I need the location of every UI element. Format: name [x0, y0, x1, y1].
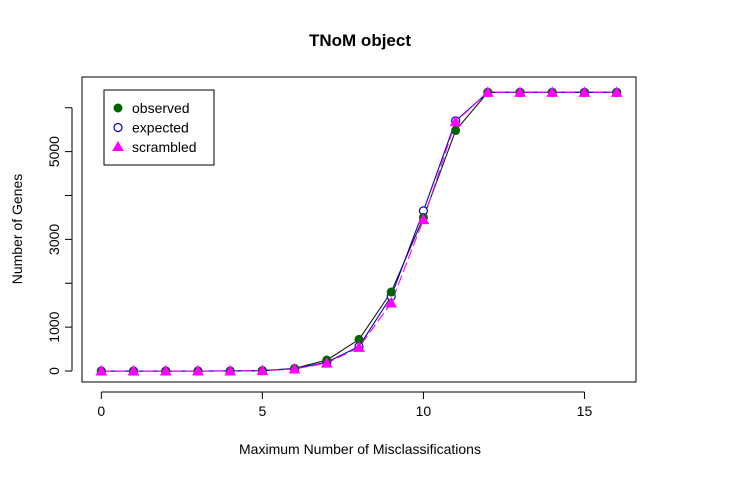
point-scrambled — [288, 363, 301, 374]
point-scrambled — [159, 364, 172, 376]
plot-frame — [81, 76, 637, 383]
point-scrambled — [224, 364, 237, 376]
x-tick-label: 15 — [577, 403, 593, 419]
legend-marker-scrambled — [112, 141, 124, 151]
point-scrambled — [127, 364, 140, 376]
x-tick-label: 5 — [258, 403, 266, 419]
legend: observed expected scrambled — [103, 89, 215, 166]
y-tick-label: 0 — [46, 367, 62, 375]
chart-title: TNoM object — [309, 31, 411, 50]
point-scrambled — [546, 86, 559, 97]
legend-label-expected: expected — [132, 120, 189, 136]
point-scrambled — [578, 86, 591, 97]
legend-label-scrambled: scrambled — [132, 139, 197, 155]
point-scrambled — [385, 296, 398, 308]
point-scrambled — [353, 341, 365, 352]
x-tick-label: 10 — [416, 403, 432, 419]
y-tick-label: 3000 — [46, 224, 62, 255]
y-axis-label: Number of Genes — [9, 174, 25, 285]
point-observed — [386, 287, 396, 297]
point-scrambled — [417, 213, 430, 225]
y-tick-label: 1000 — [46, 311, 62, 342]
y-tick-label: 5000 — [46, 136, 62, 167]
point-scrambled — [95, 364, 108, 376]
point-scrambled — [256, 364, 269, 376]
x-axis: 0 5 10 15 — [97, 391, 593, 419]
series-markers — [95, 86, 623, 376]
x-axis-label: Maximum Number of Misclassifications — [239, 441, 481, 457]
legend-marker-expected — [113, 122, 123, 133]
legend-marker-observed — [113, 103, 123, 113]
point-scrambled — [320, 357, 333, 368]
legend-label-observed: observed — [132, 100, 190, 116]
point-scrambled — [514, 86, 526, 97]
x-tick-label: 0 — [97, 403, 105, 419]
point-scrambled — [449, 115, 462, 127]
point-scrambled — [610, 86, 623, 97]
y-axis: 0 1000 3000 5000 — [46, 107, 73, 375]
point-observed — [451, 126, 461, 136]
point-scrambled — [192, 364, 204, 376]
point-scrambled — [481, 86, 494, 97]
